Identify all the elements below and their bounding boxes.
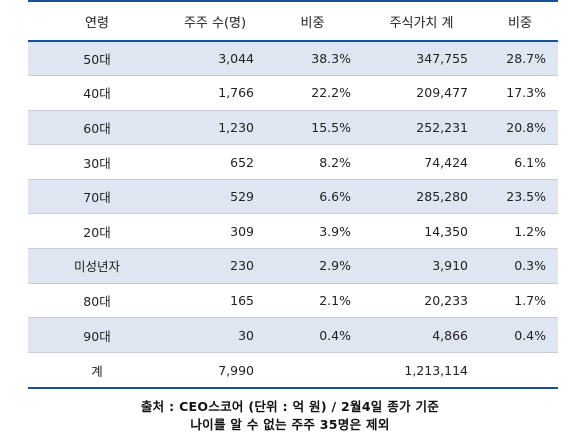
- table-total-row: 계 7,990 1,213,114: [28, 352, 558, 388]
- cell-total-label: 계: [28, 352, 166, 388]
- cell-holders-share: 38.3%: [264, 41, 361, 76]
- cell-holders: 3,044: [166, 41, 264, 76]
- cell-value-share: 0.4%: [482, 318, 558, 353]
- cell-value-share: 17.3%: [482, 76, 558, 111]
- cell-holders: 1,766: [166, 76, 264, 111]
- cell-value: 209,477: [361, 76, 482, 111]
- cell-value-share: 0.3%: [482, 249, 558, 284]
- cell-value-share: 6.1%: [482, 145, 558, 180]
- cell-total-holders-share: [264, 352, 361, 388]
- cell-holders: 529: [166, 179, 264, 214]
- cell-holders: 30: [166, 318, 264, 353]
- cell-holders-share: 3.9%: [264, 214, 361, 249]
- cell-value: 3,910: [361, 249, 482, 284]
- cell-age: 30대: [28, 145, 166, 180]
- cell-holders-share: 2.1%: [264, 283, 361, 318]
- exclusion-footnote: 나이를 알 수 없는 주주 35명은 제외: [0, 414, 580, 433]
- header-age: 연령: [28, 1, 166, 41]
- cell-holders: 1,230: [166, 110, 264, 145]
- cell-holders: 309: [166, 214, 264, 249]
- cell-age: 60대: [28, 110, 166, 145]
- cell-value: 4,866: [361, 318, 482, 353]
- cell-age: 40대: [28, 76, 166, 111]
- cell-value: 74,424: [361, 145, 482, 180]
- table-row: 80대 165 2.1% 20,233 1.7%: [28, 283, 558, 318]
- header-value: 주식가치 계: [361, 1, 482, 41]
- cell-value: 252,231: [361, 110, 482, 145]
- table-row: 90대 30 0.4% 4,866 0.4%: [28, 318, 558, 353]
- cell-holders: 165: [166, 283, 264, 318]
- table-row: 50대 3,044 38.3% 347,755 28.7%: [28, 41, 558, 76]
- cell-value-share: 1.2%: [482, 214, 558, 249]
- cell-value: 14,350: [361, 214, 482, 249]
- cell-holders-share: 15.5%: [264, 110, 361, 145]
- shareholder-age-table: 연령 주주 수(명) 비중 주식가치 계 비중 50대 3,044 38.3% …: [28, 0, 558, 389]
- cell-age: 90대: [28, 318, 166, 353]
- cell-age: 미성년자: [28, 249, 166, 284]
- table-row: 30대 652 8.2% 74,424 6.1%: [28, 145, 558, 180]
- shareholder-age-table-container: 연령 주주 수(명) 비중 주식가치 계 비중 50대 3,044 38.3% …: [28, 0, 558, 389]
- cell-value: 285,280: [361, 179, 482, 214]
- cell-value-share: 28.7%: [482, 41, 558, 76]
- cell-holders-share: 2.9%: [264, 249, 361, 284]
- cell-total-value: 1,213,114: [361, 352, 482, 388]
- cell-age: 20대: [28, 214, 166, 249]
- cell-total-holders: 7,990: [166, 352, 264, 388]
- source-footnote: 출처 : CEO스코어 (단위 : 억 원) / 2월4일 종가 기준: [0, 396, 580, 415]
- cell-age: 80대: [28, 283, 166, 318]
- header-holders-share: 비중: [264, 1, 361, 41]
- cell-value-share: 1.7%: [482, 283, 558, 318]
- table-header-row: 연령 주주 수(명) 비중 주식가치 계 비중: [28, 1, 558, 41]
- cell-holders-share: 8.2%: [264, 145, 361, 180]
- cell-holders: 652: [166, 145, 264, 180]
- cell-holders-share: 6.6%: [264, 179, 361, 214]
- table-row: 40대 1,766 22.2% 209,477 17.3%: [28, 76, 558, 111]
- cell-age: 50대: [28, 41, 166, 76]
- cell-holders-share: 22.2%: [264, 76, 361, 111]
- cell-total-value-share: [482, 352, 558, 388]
- table-row: 20대 309 3.9% 14,350 1.2%: [28, 214, 558, 249]
- table-row: 60대 1,230 15.5% 252,231 20.8%: [28, 110, 558, 145]
- cell-value: 20,233: [361, 283, 482, 318]
- cell-age: 70대: [28, 179, 166, 214]
- cell-holders: 230: [166, 249, 264, 284]
- cell-holders-share: 0.4%: [264, 318, 361, 353]
- cell-value-share: 20.8%: [482, 110, 558, 145]
- table-row: 미성년자 230 2.9% 3,910 0.3%: [28, 249, 558, 284]
- header-value-share: 비중: [482, 1, 558, 41]
- cell-value-share: 23.5%: [482, 179, 558, 214]
- header-holders: 주주 수(명): [166, 1, 264, 41]
- cell-value: 347,755: [361, 41, 482, 76]
- table-row: 70대 529 6.6% 285,280 23.5%: [28, 179, 558, 214]
